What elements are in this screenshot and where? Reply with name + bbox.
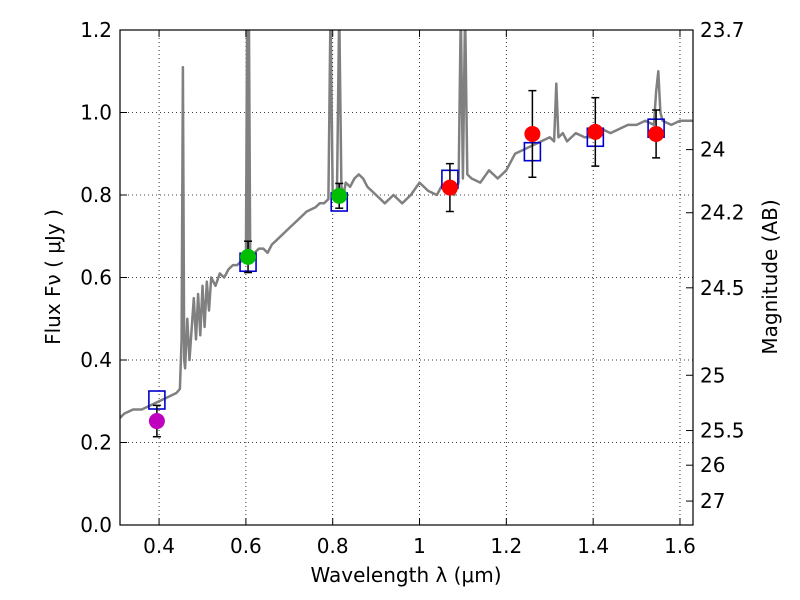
y2-tick-label: 26 — [700, 453, 725, 477]
x-axis-label: Wavelength λ (μm) — [310, 563, 501, 587]
observed-photometry-point — [648, 125, 665, 142]
y-tick-label: 0.2 — [80, 431, 112, 455]
y-tick-label: 0.4 — [80, 348, 112, 372]
y2-tick-label: 24.5 — [700, 276, 745, 300]
x-tick-label: 1.4 — [577, 534, 609, 558]
y-tick-label: 0.6 — [80, 266, 112, 290]
y2-axis-label: Magnitude (AB) — [758, 199, 782, 354]
y2-tick-label: 24.2 — [700, 201, 745, 225]
observed-photometry-point — [441, 179, 458, 196]
x-tick-label: 0.8 — [317, 534, 349, 558]
y-tick-label: 1.2 — [80, 18, 112, 42]
y-tick-label: 1.0 — [80, 101, 112, 125]
errorbar-layer — [152, 89, 661, 438]
x-tick-label: 1.2 — [490, 534, 522, 558]
grid — [120, 29, 693, 526]
x-tick-label: 1 — [413, 534, 426, 558]
observed-photometry-point — [587, 123, 604, 140]
x-tick-label: 1.6 — [664, 534, 696, 558]
y2-tick-label: 25 — [700, 363, 725, 387]
x-tick-labels: 0.4 0.6 0.8 1 1.2 1.4 1.6 — [143, 534, 696, 558]
y2-tick-label: 24 — [700, 138, 725, 162]
y-axis-label: Flux Fν ( μJy ) — [41, 209, 65, 345]
observed-photometry-layer — [148, 123, 665, 430]
y-tick-labels: 0.0 0.2 0.4 0.6 0.8 1.0 1.2 — [80, 18, 112, 537]
y2-tick-label: 25.5 — [700, 419, 745, 443]
y2-tick-label: 23.7 — [700, 18, 745, 42]
y2-tick-labels: 23.7 24 24.2 24.5 25 25.5 26 27 — [700, 18, 745, 513]
y2-tick-label: 27 — [700, 489, 725, 513]
x-tick-label: 0.4 — [143, 534, 175, 558]
observed-photometry-point — [331, 187, 348, 204]
observed-photometry-point — [524, 125, 541, 142]
ticks — [120, 29, 693, 526]
plot-area — [120, 30, 693, 438]
x-tick-label: 0.6 — [230, 534, 262, 558]
observed-photometry-point — [240, 248, 257, 265]
y-tick-label: 0.0 — [80, 513, 112, 537]
y-tick-label: 0.8 — [80, 183, 112, 207]
observed-photometry-point — [148, 413, 165, 430]
